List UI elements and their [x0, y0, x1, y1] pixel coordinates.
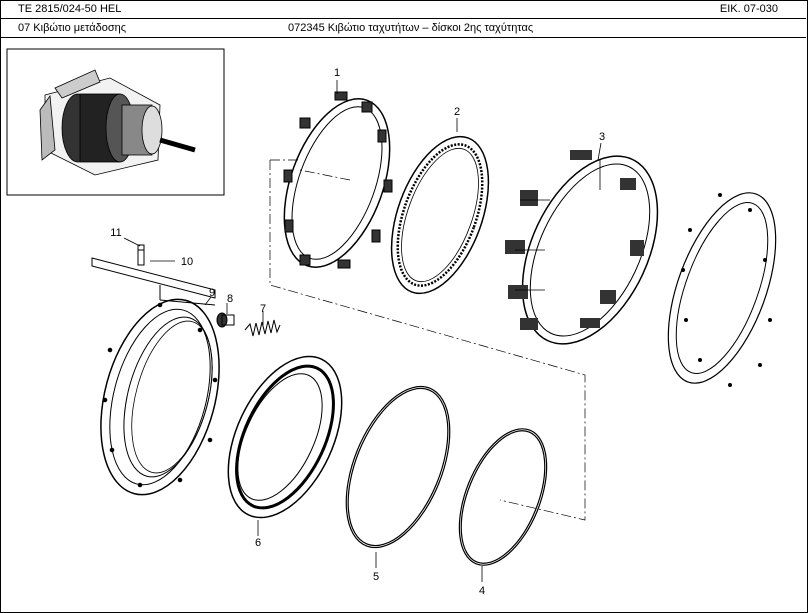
callout-2: 2 [454, 106, 460, 118]
exploded-view-drawing: 1 2 3 4 5 6 7 8 9 10 11 [6, 48, 777, 597]
part-11-pin [137, 244, 145, 266]
callout-labels: 1 2 3 4 5 6 7 8 9 10 11 [110, 67, 605, 597]
header-row-1: TE 2815/024-50 HEL EIK. 07-030 [0, 0, 806, 19]
group-label: 07 Κιβώτιο μετάδοσης [18, 22, 127, 34]
guide-lines [269, 159, 586, 521]
leader-lines [123, 80, 602, 582]
callout-1: 1 [334, 67, 340, 79]
callout-4: 4 [479, 585, 485, 597]
part-8-plug [216, 312, 235, 328]
part-3-clutch-basket [505, 150, 659, 345]
figure-reference: EIK. 07-030 [719, 3, 778, 15]
callout-11: 11 [110, 227, 121, 239]
callout-7: 7 [260, 303, 266, 315]
part-6-piston [227, 355, 343, 519]
part-5-seal-ring [345, 385, 451, 549]
part-10-bar [91, 257, 216, 306]
outer-housing-ring [667, 192, 777, 387]
callout-10: 10 [181, 256, 193, 268]
part-2-steel-disc [390, 135, 490, 295]
header-row-2: 07 Κιβώτιο μετάδοσης 072345 Κιβώτιο ταχυ… [0, 19, 806, 38]
part-4-seal-ring [458, 428, 548, 566]
page-title: 072345 Κιβώτιο ταχυτήτων – δίσκοι 2ης τα… [288, 22, 534, 34]
transmission-overview-thumbnail [6, 48, 225, 196]
part-1-friction-disc [283, 91, 393, 269]
callout-5: 5 [373, 571, 379, 583]
callout-3: 3 [599, 131, 605, 143]
part-9-piston-housing [100, 298, 220, 496]
model-label: TE 2815/024-50 HEL [18, 3, 122, 15]
callout-6: 6 [255, 537, 261, 549]
callout-8: 8 [227, 293, 233, 305]
part-7-spring [244, 319, 281, 337]
callout-9: 9 [209, 287, 215, 299]
